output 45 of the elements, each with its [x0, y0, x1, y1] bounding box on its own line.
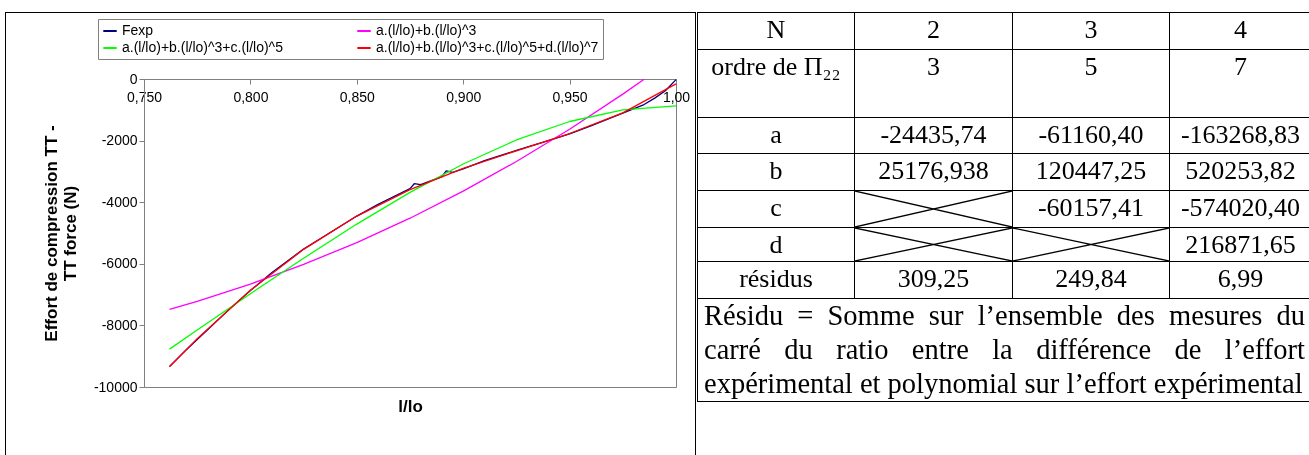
y-tick-label: -6000: [101, 255, 138, 272]
x-tick-label: 0,950: [552, 88, 588, 105]
text: 216871,65: [1169, 227, 1309, 262]
x-tick-label: 1,00: [662, 88, 691, 105]
y-tick-label: -10000: [93, 378, 138, 395]
x-axis-title: l/lo: [398, 396, 423, 416]
line-series: [168, 78, 645, 311]
legend-label: a.(l/lo)+b.(l/lo)^3: [376, 22, 477, 38]
text: d: [697, 227, 855, 262]
text: 249,84: [1012, 261, 1170, 299]
text: 3: [1012, 12, 1170, 50]
y-axis-title: Effort de compression TT - TT force (N): [41, 125, 80, 342]
y-tick-label: -2000: [101, 132, 138, 149]
x-tick-label: 0,800: [233, 88, 269, 105]
legend-label: a.(l/lo)+b.(l/lo)^3+c.(l/lo)^5: [122, 39, 284, 55]
text: 7: [1169, 49, 1309, 118]
x-tick-label: 0,850: [339, 88, 376, 105]
text: 5: [1012, 49, 1170, 118]
text: ordre de Π₂₂: [697, 49, 855, 118]
text: Résidu = Somme sur l’ensemble des mesures du carré du ratio entre la différence de l’effort expérimental et polynomial sur l’effort expérimental: [697, 298, 1309, 402]
text: b: [697, 153, 855, 191]
y-tick-label: -4000: [101, 193, 138, 210]
text: N: [697, 12, 855, 50]
text: 520253,82: [1169, 153, 1309, 191]
text: 4: [1169, 12, 1309, 50]
text: résidus: [697, 261, 855, 299]
text: -24435,74: [854, 117, 1013, 154]
y-tick-label: 0: [129, 70, 138, 87]
text: 6,99: [1169, 261, 1309, 299]
x-tick-label: 0,750: [126, 88, 163, 105]
text: -60157,41: [1012, 190, 1170, 228]
legend-label: a.(l/lo)+b.(l/lo)^3+c.(l/lo)^5+d.(l/lo)^7: [376, 39, 599, 55]
text: 120447,25: [1012, 153, 1170, 191]
text: -574020,40: [1169, 190, 1309, 228]
legend-label: Fexp: [122, 22, 154, 38]
text: -61160,40: [1012, 117, 1170, 154]
text: a: [697, 117, 855, 154]
text: 3: [854, 49, 1013, 118]
text: 25176,938: [854, 153, 1013, 191]
x-tick-label: 0,900: [446, 88, 482, 105]
text: 309,25: [854, 261, 1013, 299]
text: c: [697, 190, 855, 228]
y-tick-label: -8000: [101, 316, 138, 333]
text: 2: [854, 12, 1013, 50]
text: -163268,83: [1169, 117, 1309, 154]
